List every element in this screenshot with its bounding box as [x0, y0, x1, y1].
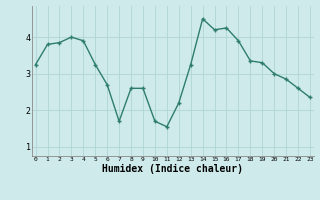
X-axis label: Humidex (Indice chaleur): Humidex (Indice chaleur) [102, 164, 243, 174]
